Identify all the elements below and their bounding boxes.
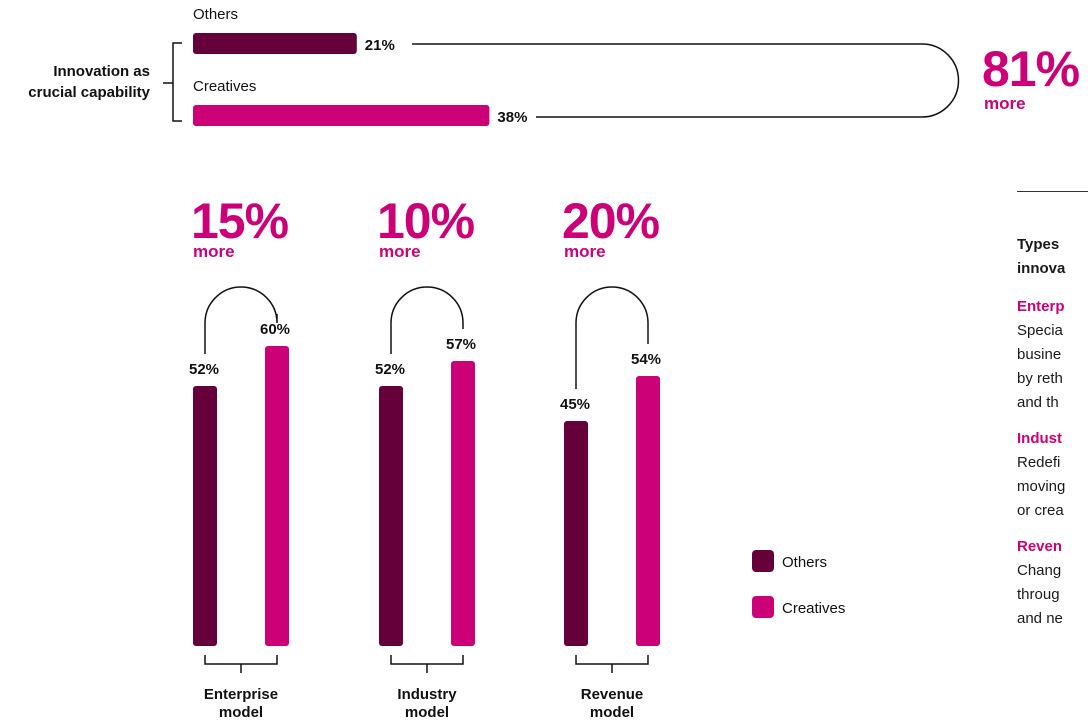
- bar-others-innovation: [193, 33, 357, 54]
- sidebar-desc-line: throug: [1017, 586, 1060, 603]
- value-label-others: 52%: [375, 361, 405, 378]
- sidebar-definitions: Types innova Enterp Specia busine by ret…: [1017, 233, 1088, 643]
- sidebar-heading-line: Types: [1017, 236, 1060, 253]
- value-label-others: 45%: [560, 396, 590, 413]
- difference-connector: [204, 286, 278, 354]
- value-label-others: 52%: [189, 361, 219, 378]
- sidebar-desc-line: moving: [1017, 478, 1066, 495]
- value-label-creatives: 54%: [631, 351, 661, 368]
- sidebar-term-industry: Indust: [1017, 430, 1062, 447]
- top-connector: [412, 43, 960, 118]
- value-label-others-innovation: 21%: [365, 37, 395, 54]
- vertical-bar-groups: 52%60%15%moreEnterprisemodel52%57%10%mor…: [189, 193, 661, 721]
- category-bracket: [390, 655, 464, 673]
- sidebar-desc-line: and th: [1017, 394, 1059, 411]
- sidebar-desc-line: Specia: [1017, 322, 1063, 339]
- bar-creatives: [636, 376, 660, 646]
- row-title-line-1: Innovation as: [53, 63, 150, 80]
- sidebar-divider: [1017, 191, 1088, 192]
- category-label: Revenue: [581, 686, 644, 703]
- sidebar-desc-revenue: Chang throug and ne: [1017, 559, 1088, 631]
- sidebar-heading: Types innova: [1017, 233, 1088, 281]
- value-label-creatives: 57%: [446, 336, 476, 353]
- difference-connector: [390, 286, 464, 354]
- row-bracket: [163, 42, 182, 122]
- top-creatives-label: Creatives: [193, 78, 256, 95]
- difference-word: more: [193, 242, 235, 261]
- row-title-line-2: crucial capability: [28, 84, 150, 101]
- top-others-label: Others: [193, 6, 238, 23]
- sidebar-desc-line: by reth: [1017, 370, 1063, 387]
- category-label: Industry: [397, 686, 457, 703]
- category-label: model: [405, 704, 449, 721]
- value-label-creatives-innovation: 38%: [497, 109, 527, 126]
- legend-label-creatives: Creatives: [782, 600, 845, 617]
- category-label: Enterprise: [204, 686, 278, 703]
- bar-creatives: [451, 361, 475, 646]
- sidebar-desc-line: Chang: [1017, 562, 1062, 579]
- sidebar-desc-enterprise: Specia busine by reth and th: [1017, 319, 1088, 415]
- sidebar-desc-line: busine: [1017, 346, 1062, 363]
- difference-word: more: [564, 242, 606, 261]
- top-difference-word: more: [984, 94, 1026, 113]
- bar-creatives: [265, 346, 289, 646]
- category-bracket: [575, 655, 649, 673]
- sidebar-desc-industry: Redefi moving or crea: [1017, 451, 1088, 523]
- bar-others: [379, 386, 403, 646]
- bar-others: [193, 386, 217, 646]
- value-label-creatives: 60%: [260, 321, 290, 338]
- legend-swatch-creatives: [752, 596, 774, 618]
- difference-value: 15%: [191, 193, 289, 249]
- category-label: model: [590, 704, 634, 721]
- difference-word: more: [379, 242, 421, 261]
- sidebar-desc-line: Redefi: [1017, 454, 1061, 471]
- sidebar-desc-line: or crea: [1017, 502, 1064, 519]
- difference-value: 10%: [377, 193, 475, 249]
- sidebar-term-enterprise: Enterp: [1017, 298, 1065, 315]
- legend: Others Creatives: [752, 550, 845, 618]
- difference-value: 20%: [562, 193, 660, 249]
- bar-creatives-innovation: [193, 105, 490, 126]
- difference-connector: [575, 286, 649, 389]
- category-bracket: [204, 655, 278, 673]
- legend-swatch-others: [752, 550, 774, 572]
- sidebar-heading-line: innova: [1017, 260, 1066, 277]
- top-comparison: Innovation as crucial capability Others …: [28, 6, 1081, 126]
- sidebar-term-revenue: Reven: [1017, 538, 1063, 555]
- legend-label-others: Others: [782, 554, 827, 571]
- bar-others: [564, 421, 588, 646]
- sidebar-desc-line: and ne: [1017, 610, 1063, 627]
- category-label: model: [219, 704, 263, 721]
- top-difference-value: 81%: [982, 41, 1080, 97]
